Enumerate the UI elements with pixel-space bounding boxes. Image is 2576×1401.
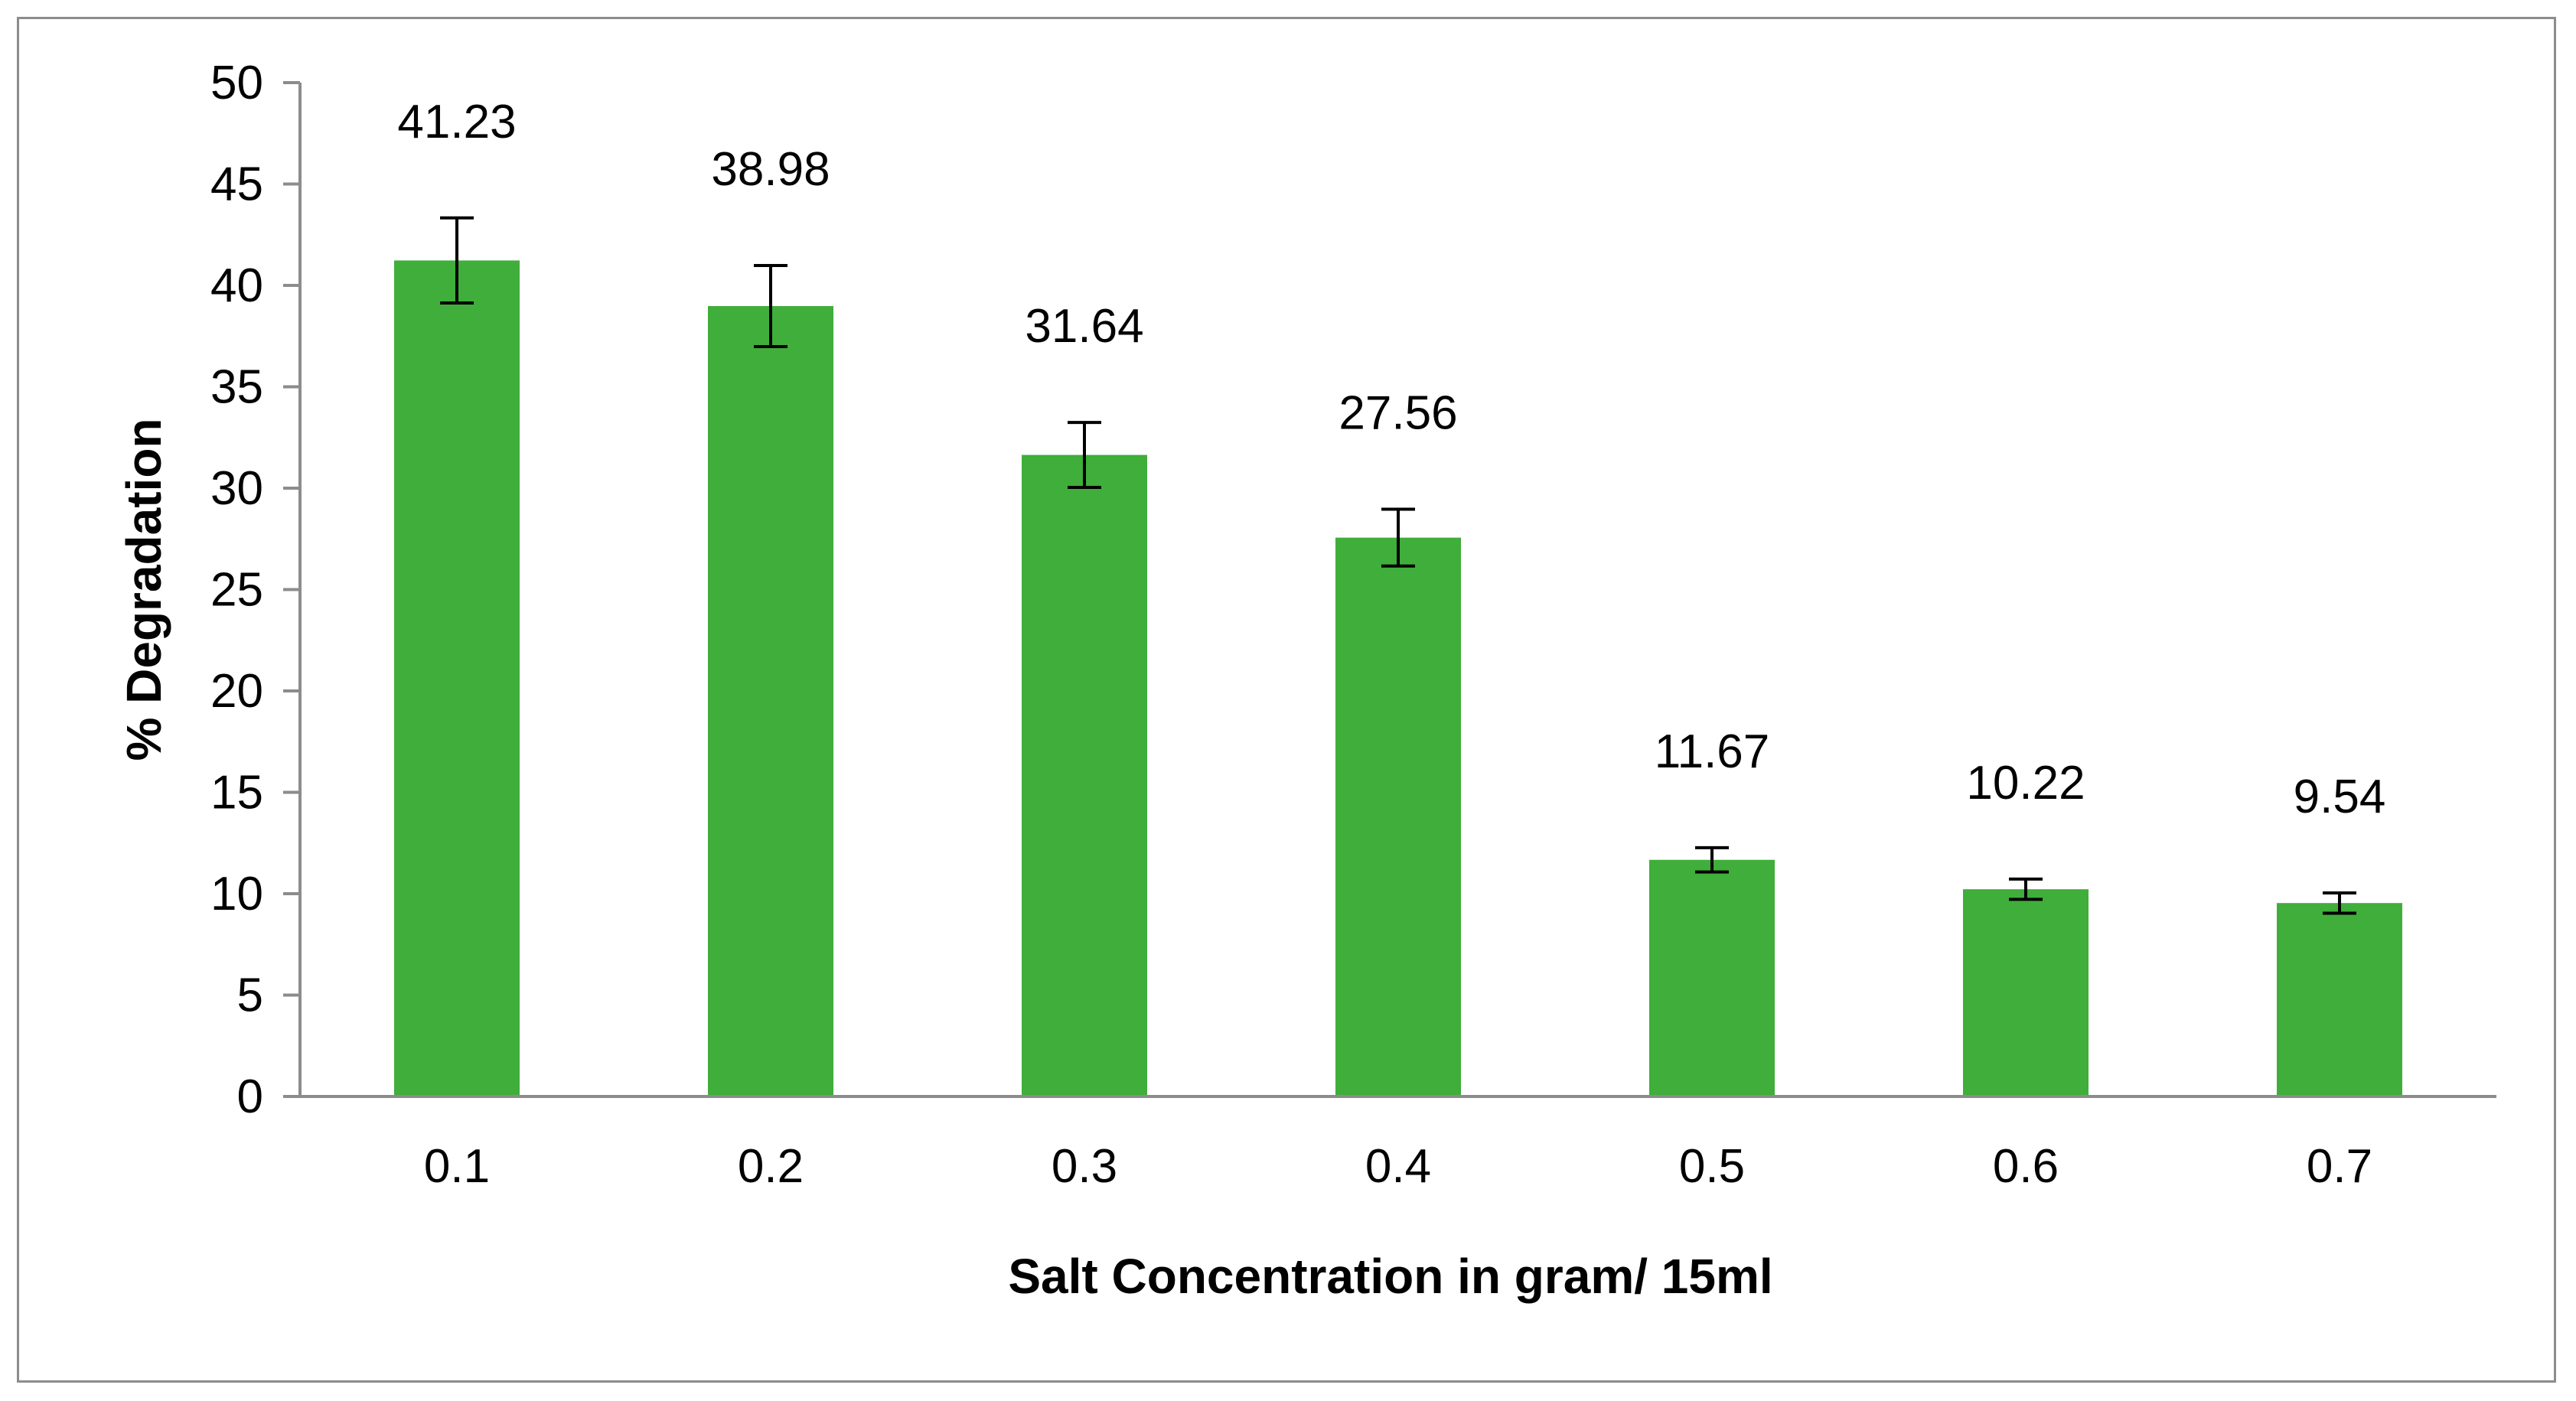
bar <box>1649 859 1775 1096</box>
bar <box>2277 903 2402 1096</box>
bar <box>1022 455 1147 1096</box>
y-axis-title: % Degradation <box>116 418 171 761</box>
bar <box>1335 537 1461 1096</box>
data-label: 9.54 <box>2294 771 2386 823</box>
data-labels: 41.23 38.98 31.64 27.56 11.67 10.22 9.54 <box>397 96 2385 823</box>
x-tick-label: 0.5 <box>1679 1140 1745 1193</box>
data-label: 11.67 <box>1655 725 1770 778</box>
y-tick-label: 45 <box>210 158 263 211</box>
y-tick-label: 5 <box>237 969 263 1022</box>
x-tick-label: 0.4 <box>1365 1140 1431 1193</box>
y-tick-label: 25 <box>210 564 263 617</box>
y-tick-label: 20 <box>210 665 263 718</box>
y-tick-label: 40 <box>210 259 263 312</box>
x-axis-title: Salt Concentration in gram/ 15ml <box>1008 1249 1772 1304</box>
y-axis-ticks: 0 5 10 15 20 25 30 35 40 45 50 <box>210 57 300 1123</box>
x-tick-label: 0.7 <box>2307 1140 2372 1193</box>
data-label: 38.98 <box>711 143 830 196</box>
bar <box>394 260 520 1096</box>
data-label: 41.23 <box>397 96 516 148</box>
y-tick-label: 0 <box>237 1070 263 1123</box>
x-tick-label: 0.3 <box>1052 1140 1117 1193</box>
bar <box>1963 889 2089 1096</box>
y-tick-label: 30 <box>210 462 263 515</box>
x-tick-label: 0.6 <box>1993 1140 2059 1193</box>
y-tick-label: 50 <box>210 57 263 109</box>
x-tick-label: 0.2 <box>738 1140 804 1193</box>
data-label: 10.22 <box>1966 757 2085 810</box>
bar <box>708 306 833 1096</box>
y-tick-label: 15 <box>210 767 263 819</box>
x-axis-ticks: 0.1 0.2 0.3 0.4 0.5 0.6 0.7 <box>424 1140 2372 1193</box>
data-label: 27.56 <box>1339 387 1457 440</box>
error-bars <box>440 216 2356 915</box>
data-label: 31.64 <box>1025 300 1143 353</box>
x-tick-label: 0.1 <box>424 1140 490 1193</box>
y-tick-label: 35 <box>210 361 263 414</box>
bars <box>394 260 2402 1096</box>
y-tick-label: 10 <box>210 868 263 920</box>
